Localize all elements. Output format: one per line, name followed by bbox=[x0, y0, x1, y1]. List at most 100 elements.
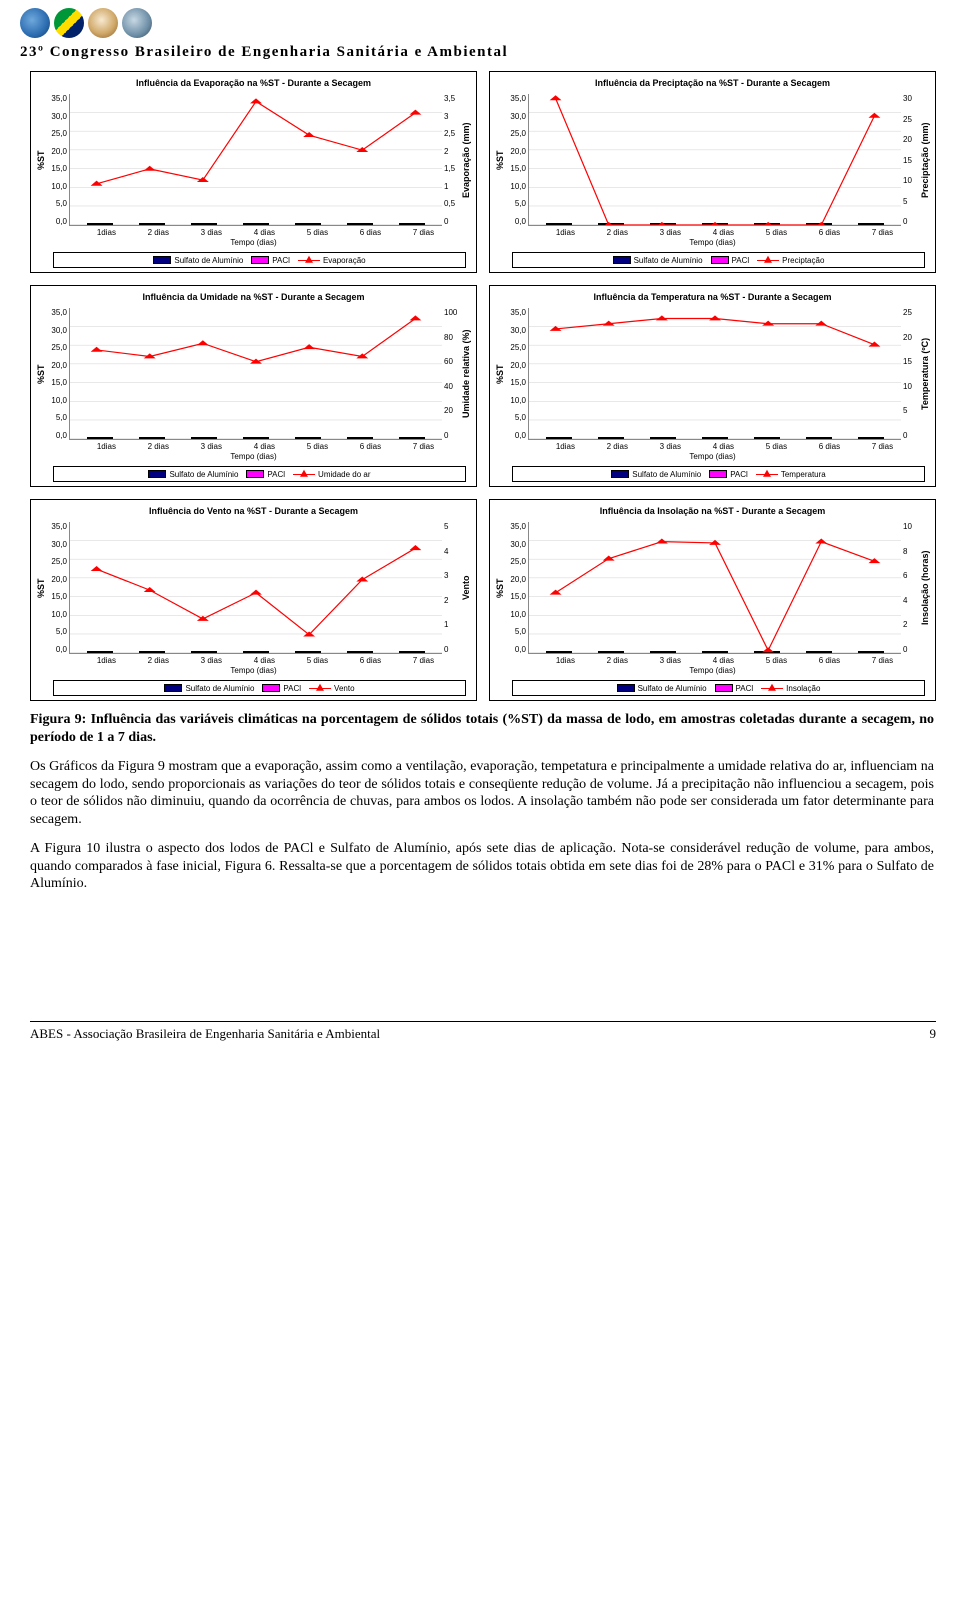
bar-s1 bbox=[295, 223, 308, 225]
chart-body: %ST35,030,025,020,015,010,05,00,01086420… bbox=[494, 522, 931, 654]
swatch bbox=[709, 470, 727, 478]
bar-group bbox=[650, 651, 676, 653]
bar-s1 bbox=[243, 437, 256, 439]
x-label: Tempo (dias) bbox=[494, 451, 931, 463]
legend-s2: PACl bbox=[251, 256, 290, 265]
bar-group bbox=[87, 223, 113, 225]
bar-group bbox=[139, 651, 165, 653]
bar-s1 bbox=[139, 437, 152, 439]
y-label-left: %ST bbox=[35, 94, 47, 226]
bar-s2 bbox=[256, 437, 269, 439]
bar-group bbox=[598, 651, 624, 653]
bar-group bbox=[598, 223, 624, 225]
x-axis: 1dias2 dias3 dias4 dias5 dias6 dias7 dia… bbox=[35, 226, 472, 237]
legend-line: Vento bbox=[309, 683, 354, 693]
bar-s1 bbox=[858, 651, 871, 653]
bar-s1 bbox=[546, 437, 559, 439]
y-label-left: %ST bbox=[35, 308, 47, 440]
legend-s1: Sulfato de Alumínio bbox=[611, 470, 701, 479]
bar-s1 bbox=[87, 223, 100, 225]
bar-s2 bbox=[767, 437, 780, 439]
bar-s2 bbox=[871, 651, 884, 653]
bar-s1 bbox=[399, 437, 412, 439]
bar-s2 bbox=[308, 223, 321, 225]
bar-group bbox=[399, 437, 425, 439]
bar-s2 bbox=[663, 437, 676, 439]
bar-group bbox=[347, 437, 373, 439]
bar-group bbox=[191, 437, 217, 439]
bar-group bbox=[295, 437, 321, 439]
bar-group bbox=[399, 651, 425, 653]
swatch bbox=[148, 470, 166, 478]
chart-body: %ST35,030,025,020,015,010,05,00,01008060… bbox=[35, 308, 472, 440]
bars-row bbox=[70, 522, 442, 653]
chart-panel-2: Influência da Umidade na %ST - Durante a… bbox=[30, 285, 477, 487]
bar-s2 bbox=[611, 437, 624, 439]
y-label-right: Umidade relativa (%) bbox=[460, 308, 472, 440]
x-label: Tempo (dias) bbox=[35, 665, 472, 677]
bar-s1 bbox=[243, 223, 256, 225]
logo-globe-3 bbox=[88, 8, 118, 38]
legend-s1: Sulfato de Alumínio bbox=[148, 470, 238, 479]
bar-s2 bbox=[715, 223, 728, 225]
chart-title: Influência da Insolação na %ST - Durante… bbox=[494, 504, 931, 522]
bars-row bbox=[529, 522, 901, 653]
chart-title: Influência da Temperatura na %ST - Duran… bbox=[494, 290, 931, 308]
swatch bbox=[251, 256, 269, 264]
y-label-right: Vento bbox=[460, 522, 472, 654]
bar-group bbox=[702, 651, 728, 653]
bar-s1 bbox=[399, 223, 412, 225]
bar-s1 bbox=[546, 223, 559, 225]
bar-group bbox=[650, 437, 676, 439]
legend: Sulfato de AlumínioPAClTemperatura bbox=[512, 466, 925, 482]
swatch bbox=[756, 469, 778, 479]
plot-area bbox=[69, 94, 442, 226]
legend-s1: Sulfato de Alumínio bbox=[153, 256, 243, 265]
legend-line: Temperatura bbox=[756, 469, 826, 479]
bar-s2 bbox=[559, 223, 572, 225]
bar-group bbox=[858, 223, 884, 225]
bar-group bbox=[87, 437, 113, 439]
bar-group bbox=[754, 437, 780, 439]
x-axis: 1dias2 dias3 dias4 dias5 dias6 dias7 dia… bbox=[494, 440, 931, 451]
y-label-left: %ST bbox=[494, 308, 506, 440]
charts-grid: Influência da Evaporação na %ST - Durant… bbox=[0, 71, 960, 707]
chart-title: Influência da Evaporação na %ST - Durant… bbox=[35, 76, 472, 94]
bar-s1 bbox=[650, 651, 663, 653]
y-axis-right: 1086420 bbox=[901, 522, 919, 654]
bar-s2 bbox=[871, 223, 884, 225]
footer-page: 9 bbox=[930, 1026, 937, 1042]
bar-s1 bbox=[754, 651, 767, 653]
legend-s2: PACl bbox=[715, 684, 754, 693]
bar-s2 bbox=[256, 223, 269, 225]
plot-area bbox=[528, 522, 901, 654]
bar-s1 bbox=[858, 437, 871, 439]
x-label: Tempo (dias) bbox=[35, 237, 472, 249]
bar-s2 bbox=[412, 223, 425, 225]
bar-s1 bbox=[806, 651, 819, 653]
legend-line: Evaporação bbox=[298, 255, 366, 265]
y-axis-right: 3,532,521,510,50 bbox=[442, 94, 460, 226]
bar-s2 bbox=[767, 651, 780, 653]
plot-area bbox=[69, 308, 442, 440]
bar-s1 bbox=[399, 651, 412, 653]
bar-s2 bbox=[819, 437, 832, 439]
bar-group bbox=[295, 651, 321, 653]
chart-title: Influência do Vento na %ST - Durante a S… bbox=[35, 504, 472, 522]
bar-group bbox=[347, 651, 373, 653]
swatch bbox=[757, 255, 779, 265]
bar-s1 bbox=[650, 437, 663, 439]
chart-body: %ST35,030,025,020,015,010,05,00,03,532,5… bbox=[35, 94, 472, 226]
bars-row bbox=[70, 308, 442, 439]
bar-group bbox=[546, 223, 572, 225]
bar-s2 bbox=[819, 651, 832, 653]
bar-s2 bbox=[767, 223, 780, 225]
bar-group bbox=[598, 437, 624, 439]
swatch bbox=[153, 256, 171, 264]
chart-panel-1: Influência da Preciptação na %ST - Duran… bbox=[489, 71, 936, 273]
bar-s1 bbox=[598, 437, 611, 439]
y-axis-left: 35,030,025,020,015,010,05,00,0 bbox=[47, 522, 69, 654]
bar-s2 bbox=[412, 651, 425, 653]
bar-s1 bbox=[650, 223, 663, 225]
legend: Sulfato de AlumínioPAClPreciptação bbox=[512, 252, 925, 268]
